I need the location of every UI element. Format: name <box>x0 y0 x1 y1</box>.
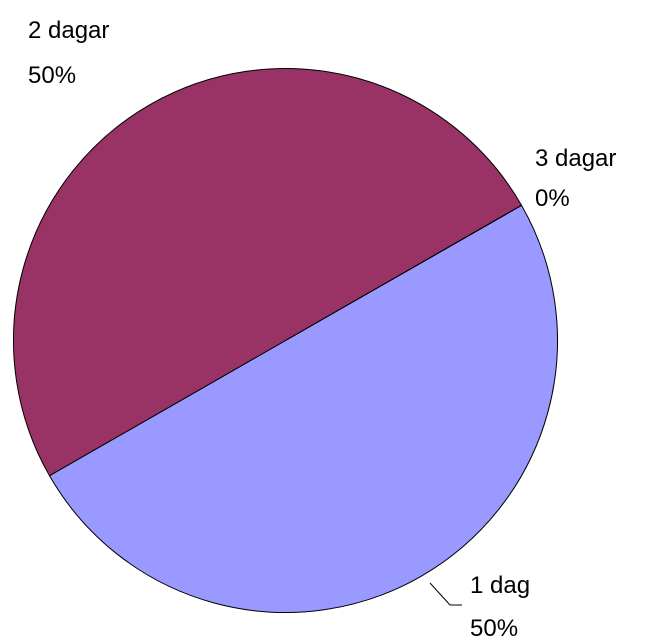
slice-value-label: 50% <box>470 615 518 638</box>
leader-line <box>429 582 462 606</box>
slice-value-label: 0% <box>535 185 570 212</box>
pie-slice <box>285 204 522 341</box>
slice-value-label: 50% <box>28 62 76 89</box>
slice-label: 3 dagar <box>535 145 616 172</box>
pie-slice <box>48 204 558 613</box>
slice-label: 1 dag <box>470 572 530 599</box>
pie-slice <box>12 67 523 477</box>
slice-label: 2 dagar <box>28 17 109 44</box>
